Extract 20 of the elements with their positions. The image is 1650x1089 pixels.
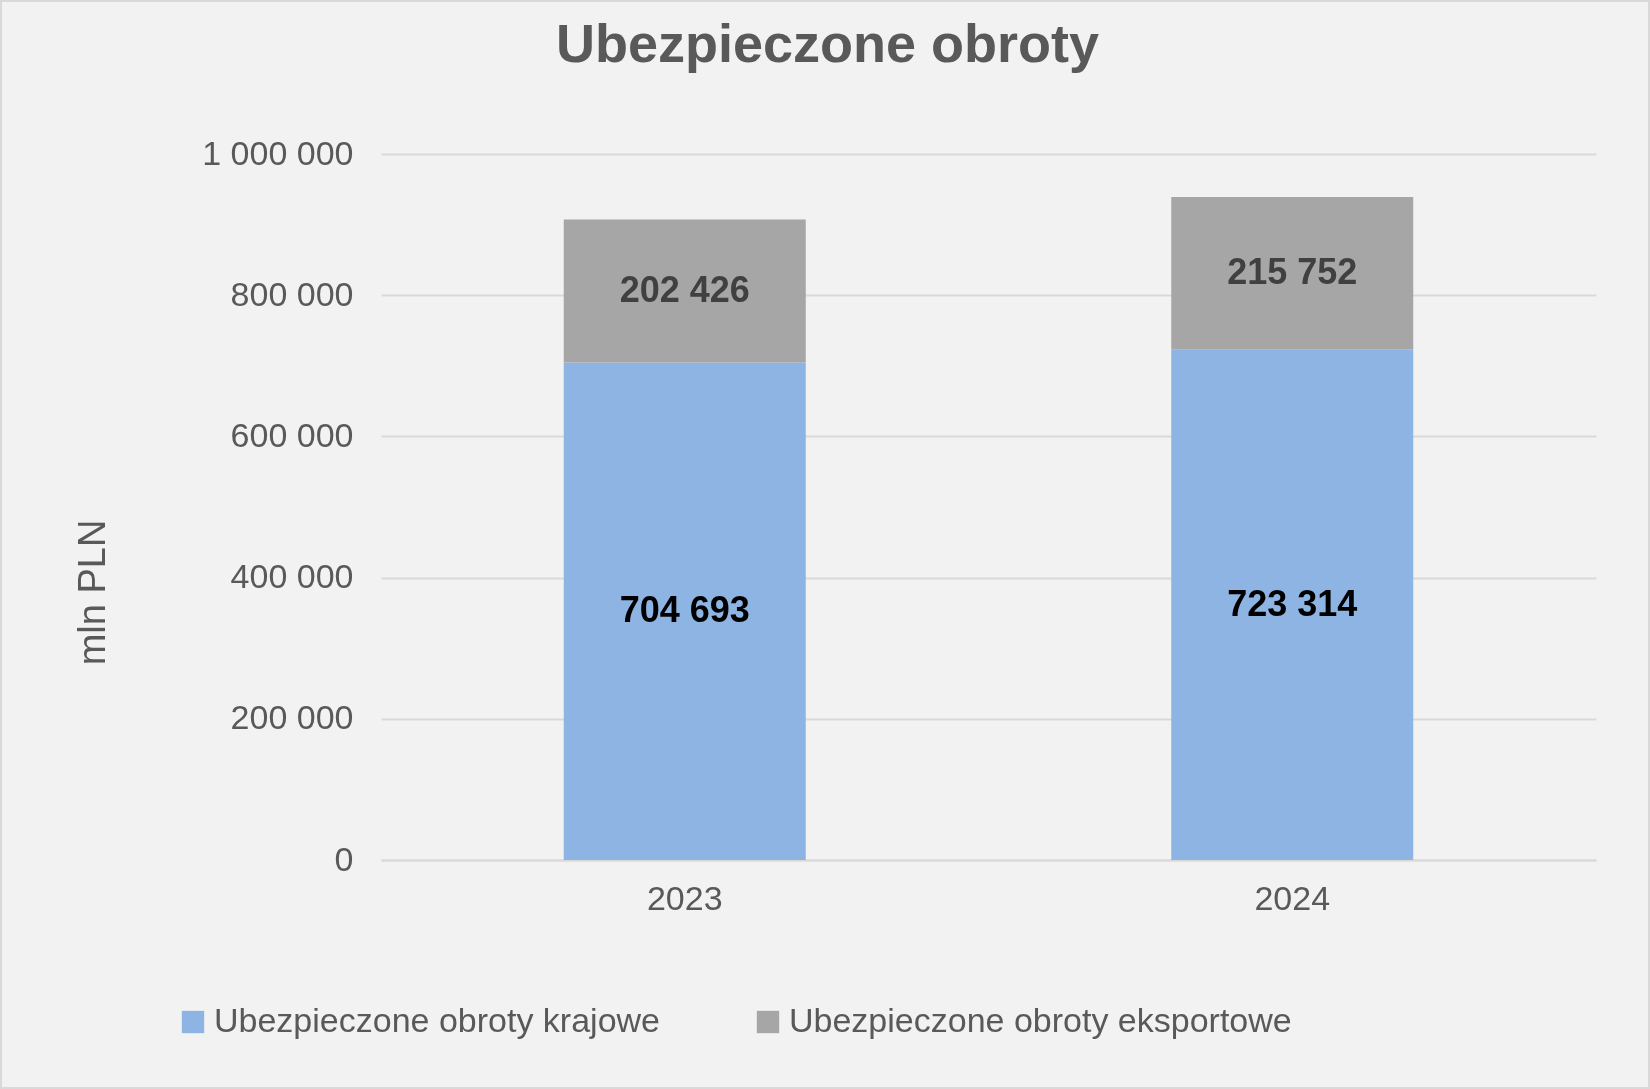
y-tick-label: 200 000 <box>230 698 354 737</box>
data-label: 704 693 <box>619 589 750 631</box>
y-axis-title: mln PLN <box>70 519 113 666</box>
y-tick-label: 0 <box>334 839 354 878</box>
y-tick-label: 600 000 <box>230 415 354 454</box>
bar <box>1171 197 1414 350</box>
legend-label: Ubezpieczone obroty eksportowe <box>789 1001 1292 1039</box>
y-tick-label: 1 000 000 <box>202 133 354 172</box>
bar <box>1171 349 1414 860</box>
bar <box>563 219 806 363</box>
data-label: 215 752 <box>1227 251 1358 293</box>
x-tick-label: 2024 <box>1254 878 1331 917</box>
y-tick-label: 800 000 <box>230 274 354 313</box>
bar <box>563 362 806 860</box>
x-tick-label: 2023 <box>646 878 723 917</box>
legend-label: Ubezpieczone obroty krajowe <box>214 1001 661 1039</box>
chart-title: Ubezpieczone obroty <box>555 13 1100 73</box>
y-tick-label: 400 000 <box>230 557 354 596</box>
data-label: 723 314 <box>1227 582 1358 624</box>
data-label: 202 426 <box>619 269 750 311</box>
